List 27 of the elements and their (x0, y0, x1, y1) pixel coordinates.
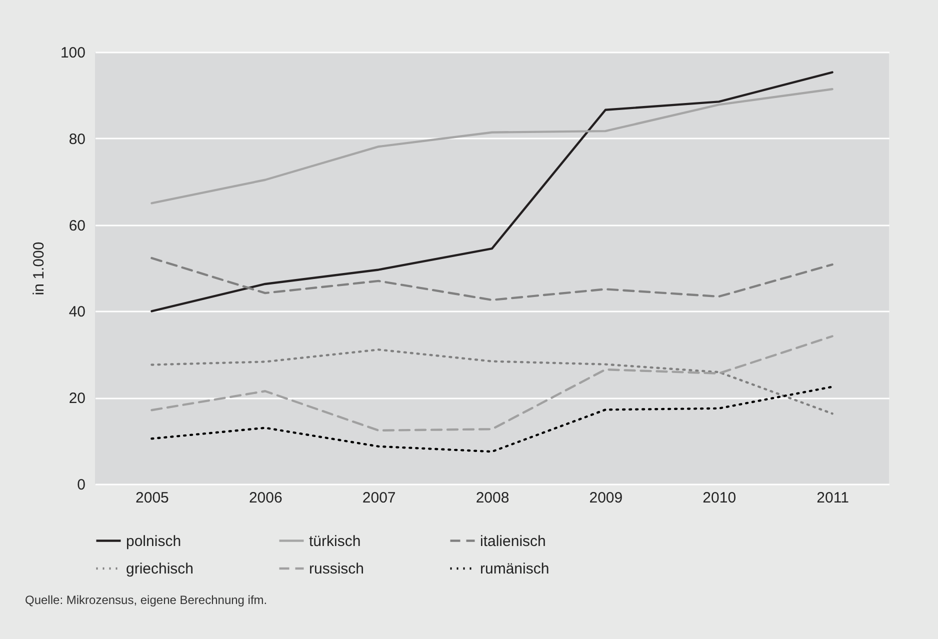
x-tick-label: 2010 (702, 490, 736, 506)
x-tick-label: 2009 (589, 490, 623, 506)
line-series (150, 71, 834, 312)
legend-label: italienisch (480, 532, 546, 550)
legend-label: russisch (309, 560, 364, 578)
y-tick-label: 100 (60, 44, 86, 62)
legend-label: türkisch (309, 532, 361, 550)
line-series (150, 88, 834, 204)
y-tick-label: 80 (68, 130, 86, 148)
y-tick-label: 20 (68, 390, 86, 408)
x-tick-label: 2007 (362, 490, 396, 506)
y-tick-label: 40 (68, 304, 86, 321)
line-series (150, 386, 834, 453)
x-tick-label: 2006 (248, 490, 282, 506)
legend-label: griechisch (126, 560, 194, 578)
line-series (150, 335, 834, 432)
y-tick-label: 0 (77, 476, 86, 494)
x-tick-label: 2011 (816, 490, 849, 506)
y-tick-label: 60 (68, 217, 86, 234)
legend-label: rumänisch (480, 560, 550, 578)
line-series (150, 256, 834, 302)
x-tick-label: 2005 (136, 490, 169, 506)
source-note: Quelle: Mikrozensus, eigene Berechnung ifm. (25, 593, 268, 607)
x-tick-label: 2008 (476, 490, 510, 506)
line-series (150, 348, 834, 415)
y-axis-title: in 1.000 (30, 242, 48, 296)
legend-label: polnisch (126, 532, 182, 550)
